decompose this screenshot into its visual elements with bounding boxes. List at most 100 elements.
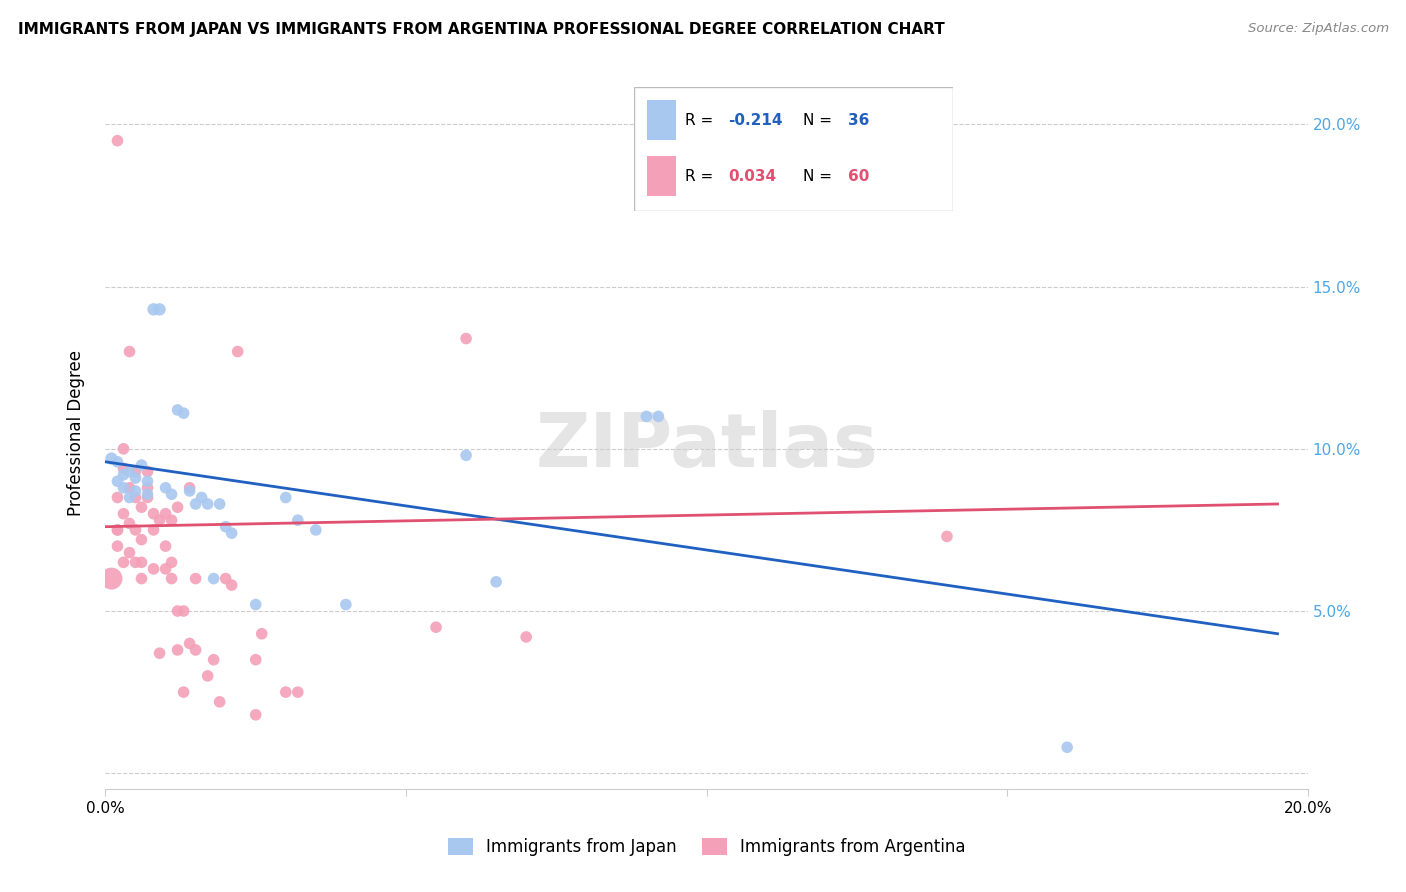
- Point: [142, 523, 165, 537]
- Point: [131, 533, 153, 547]
- Point: [107, 539, 129, 553]
- Y-axis label: Professional Degree: Professional Degree: [66, 350, 84, 516]
- Point: [173, 685, 195, 699]
- Point: [245, 707, 267, 722]
- Point: [173, 604, 195, 618]
- Point: [107, 134, 129, 148]
- Point: [112, 507, 135, 521]
- Point: [100, 572, 122, 586]
- Point: [208, 497, 231, 511]
- Point: [124, 471, 146, 485]
- Point: [100, 451, 122, 466]
- Point: [118, 546, 141, 560]
- Point: [166, 403, 188, 417]
- Point: [155, 481, 177, 495]
- Point: [221, 526, 243, 541]
- Point: [179, 481, 201, 495]
- Point: [124, 555, 146, 569]
- Point: [166, 604, 188, 618]
- Point: [454, 332, 477, 346]
- Point: [142, 562, 165, 576]
- Point: [155, 507, 177, 521]
- Point: [214, 572, 236, 586]
- Point: [136, 475, 159, 489]
- Text: IMMIGRANTS FROM JAPAN VS IMMIGRANTS FROM ARGENTINA PROFESSIONAL DEGREE CORRELATI: IMMIGRANTS FROM JAPAN VS IMMIGRANTS FROM…: [18, 22, 945, 37]
- Point: [107, 491, 129, 505]
- Point: [335, 598, 357, 612]
- Point: [245, 598, 267, 612]
- Point: [112, 481, 135, 495]
- Point: [155, 539, 177, 553]
- Point: [184, 497, 207, 511]
- Point: [107, 523, 129, 537]
- Point: [118, 344, 141, 359]
- Point: [425, 620, 447, 634]
- Point: [305, 523, 328, 537]
- Point: [118, 465, 141, 479]
- Point: [131, 458, 153, 472]
- Point: [136, 465, 159, 479]
- Point: [112, 467, 135, 482]
- Point: [124, 465, 146, 479]
- Point: [173, 406, 195, 420]
- Point: [124, 483, 146, 498]
- Point: [287, 513, 309, 527]
- Point: [136, 481, 159, 495]
- Point: [485, 574, 508, 589]
- Point: [148, 646, 170, 660]
- Legend: Immigrants from Japan, Immigrants from Argentina: Immigrants from Japan, Immigrants from A…: [441, 831, 972, 863]
- Point: [148, 513, 170, 527]
- Point: [226, 344, 249, 359]
- Point: [160, 513, 183, 527]
- Point: [179, 636, 201, 650]
- Point: [131, 572, 153, 586]
- Point: [112, 555, 135, 569]
- Point: [454, 448, 477, 462]
- Text: Source: ZipAtlas.com: Source: ZipAtlas.com: [1249, 22, 1389, 36]
- Point: [131, 555, 153, 569]
- Text: ZIPatlas: ZIPatlas: [536, 410, 877, 483]
- Point: [136, 487, 159, 501]
- Point: [124, 491, 146, 505]
- Point: [936, 529, 959, 543]
- Point: [202, 572, 225, 586]
- Point: [112, 461, 135, 475]
- Point: [647, 409, 669, 424]
- Point: [148, 302, 170, 317]
- Point: [166, 500, 188, 515]
- Point: [287, 685, 309, 699]
- Point: [1056, 740, 1078, 755]
- Point: [107, 455, 129, 469]
- Point: [221, 578, 243, 592]
- Point: [107, 523, 129, 537]
- Point: [155, 562, 177, 576]
- Point: [274, 491, 297, 505]
- Point: [112, 442, 135, 456]
- Point: [274, 685, 297, 699]
- Point: [136, 491, 159, 505]
- Point: [184, 572, 207, 586]
- Point: [214, 519, 236, 533]
- Point: [142, 507, 165, 521]
- Point: [118, 516, 141, 531]
- Point: [245, 653, 267, 667]
- Point: [160, 487, 183, 501]
- Point: [118, 481, 141, 495]
- Point: [160, 555, 183, 569]
- Point: [166, 643, 188, 657]
- Point: [107, 475, 129, 489]
- Point: [184, 643, 207, 657]
- Point: [160, 572, 183, 586]
- Point: [515, 630, 537, 644]
- Point: [202, 653, 225, 667]
- Point: [131, 500, 153, 515]
- Point: [179, 483, 201, 498]
- Point: [636, 409, 658, 424]
- Point: [190, 491, 212, 505]
- Point: [142, 302, 165, 317]
- Point: [124, 523, 146, 537]
- Point: [208, 695, 231, 709]
- Point: [197, 669, 219, 683]
- Point: [197, 497, 219, 511]
- Point: [118, 491, 141, 505]
